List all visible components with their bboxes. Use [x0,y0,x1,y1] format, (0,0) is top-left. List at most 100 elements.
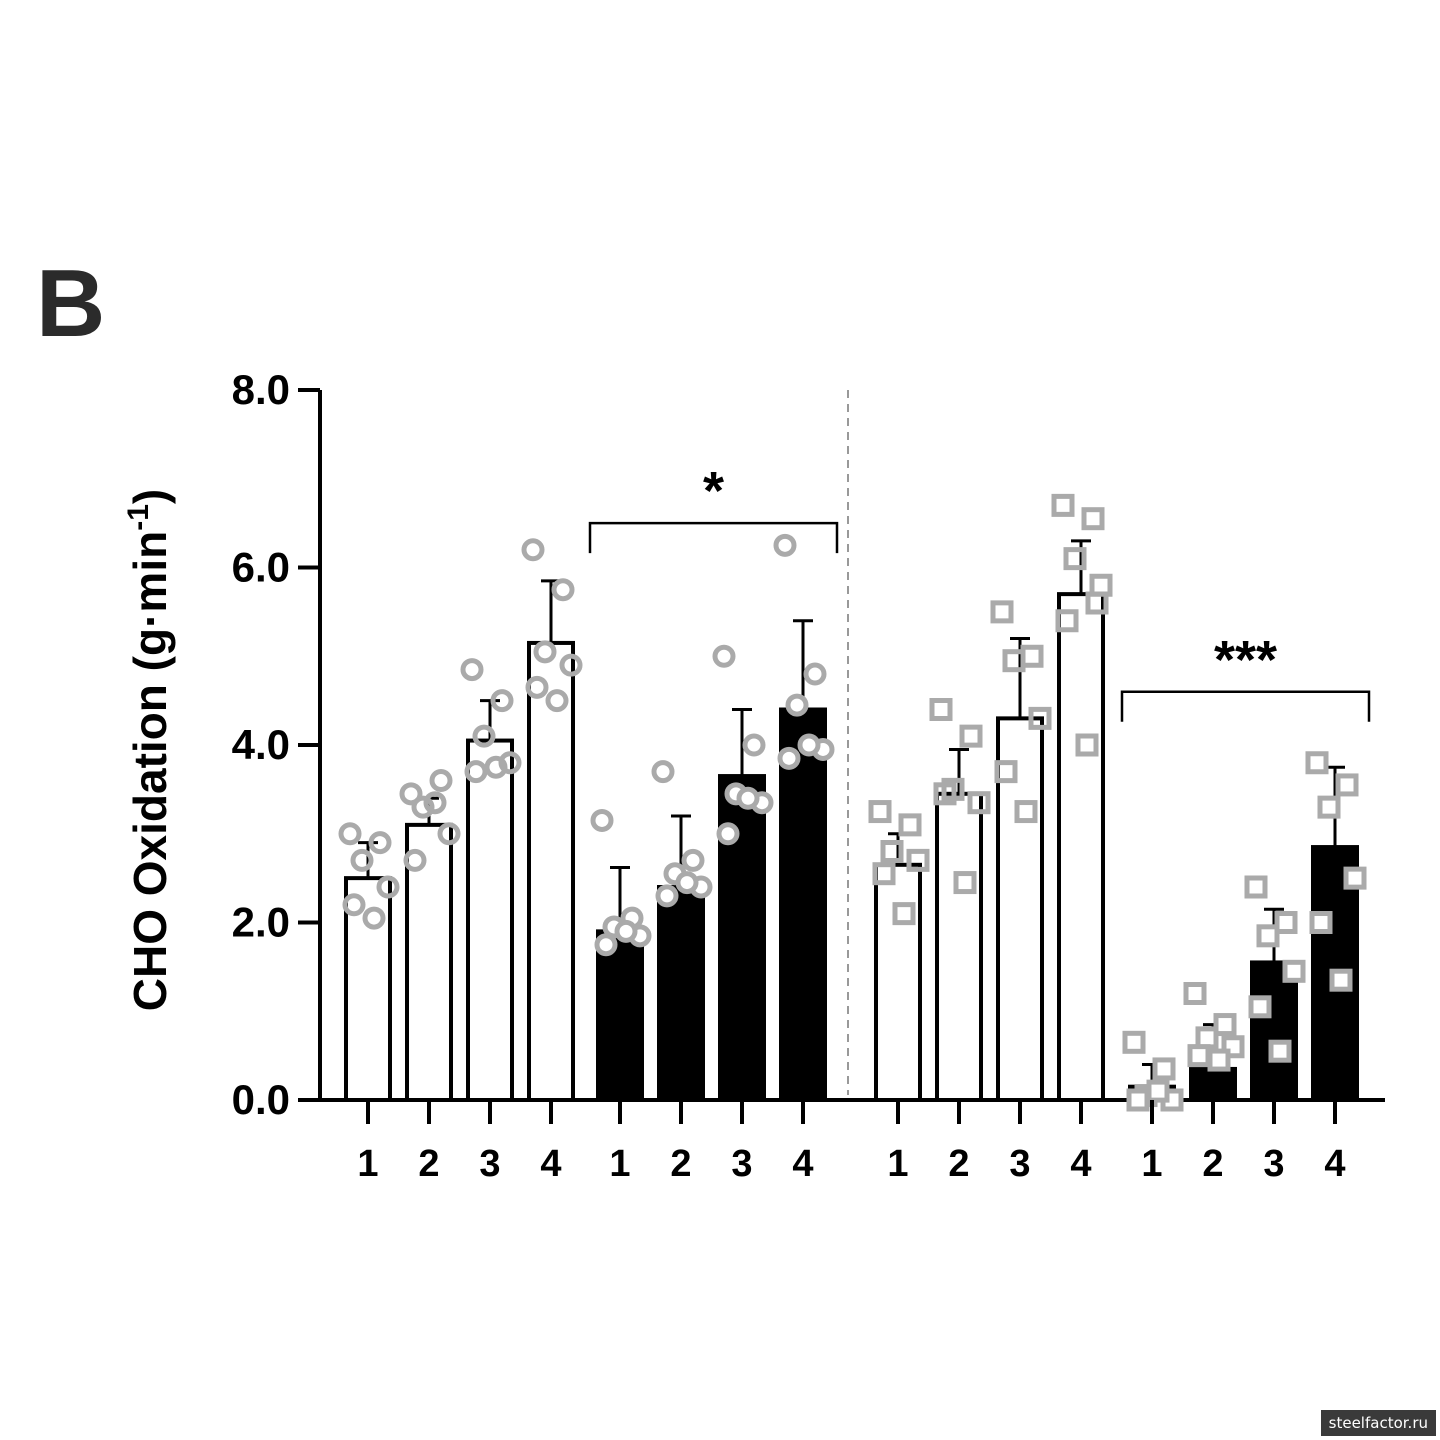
x-tick-label: 1 [1141,1143,1162,1185]
data-point [484,755,508,779]
data-point [559,653,583,677]
data-point [681,848,705,872]
bar [1250,960,1298,1102]
data-point [868,800,892,824]
data-point [785,693,809,717]
data-point [1085,591,1109,615]
data-point [742,733,766,757]
bar [527,640,575,1102]
data-point [1014,800,1038,824]
data-point [1268,1039,1292,1063]
data-point [545,689,569,713]
data-point [880,840,904,863]
data-point [350,848,374,872]
data-point [994,760,1018,784]
x-tick-label: 1 [609,1143,630,1185]
data-point [429,769,453,792]
data-point [1122,1030,1146,1054]
data-point [797,733,821,757]
data-point [472,724,496,748]
data-point [338,822,362,846]
significance-label: * [703,461,724,521]
data-point [490,689,514,713]
x-tick-label: 2 [670,1143,691,1185]
data-point [1256,924,1280,948]
data-point [1146,1079,1170,1103]
data-point [651,760,675,784]
x-tick-label: 2 [948,1143,969,1185]
x-tick-label: 1 [887,1143,908,1185]
y-axis-label: CHO Oxidation (g·min-1) [122,489,176,1011]
data-point [1305,751,1329,775]
data-point [525,675,549,699]
data-point [712,644,736,668]
data-point [1187,1044,1211,1068]
bar [596,929,644,1102]
data-point [594,933,618,957]
x-tick-label: 3 [731,1143,752,1185]
data-point [1248,995,1272,1019]
data-point [906,848,930,872]
data-point [1020,644,1044,668]
data-point [777,746,801,770]
data-point [1309,911,1333,934]
data-point [533,640,557,664]
data-point [1055,609,1079,633]
bar [874,862,922,1102]
data-point [1329,968,1353,992]
data-point [614,919,638,943]
data-point [933,782,957,806]
data-point [1335,773,1359,797]
data-point [1002,649,1026,673]
data-point [1183,982,1207,1005]
x-tick-label: 2 [418,1143,439,1185]
data-point [362,906,386,930]
x-tick-label: 4 [1070,1143,1091,1185]
data-point [1244,875,1268,899]
bar [405,822,453,1102]
data-point [655,884,679,908]
data-point [437,822,461,846]
data-point [1063,547,1087,571]
data-point [773,533,797,557]
data-point [1152,1057,1176,1081]
data-point [959,724,983,748]
data-point [1274,911,1298,934]
data-point [929,698,953,721]
bar [935,791,983,1102]
data-point [423,791,447,815]
y-tick-label: 0.0 [232,1076,290,1123]
x-tick-label: 3 [479,1143,500,1185]
x-tick-label: 3 [1009,1143,1030,1185]
data-point [1075,733,1099,757]
data-point [803,662,827,686]
watermark: steelfactor.ru [1320,1410,1436,1436]
data-point [953,871,977,895]
data-point [411,795,435,819]
data-point [1028,706,1052,730]
x-tick-label: 4 [792,1143,813,1185]
data-point [1317,795,1341,819]
bar [996,716,1044,1102]
bar [1057,592,1105,1102]
data-point [716,822,740,846]
data-point [1207,1048,1231,1072]
data-point [460,658,484,682]
panel-label: B [36,250,106,357]
x-tick-label: 3 [1263,1143,1284,1185]
data-point [376,875,400,899]
data-point [1051,493,1075,517]
x-tick-label: 4 [540,1143,561,1185]
data-point [872,862,896,886]
data-point [1343,866,1367,890]
data-point [892,902,916,926]
data-point [1213,1013,1237,1037]
data-point [464,760,488,784]
data-point [399,782,423,806]
y-tick-label: 8.0 [232,366,290,413]
x-tick-label: 4 [1324,1143,1345,1185]
data-point [736,786,760,810]
bar [657,885,705,1102]
y-tick-label: 6.0 [232,544,290,591]
x-tick-label: 2 [1202,1143,1223,1185]
